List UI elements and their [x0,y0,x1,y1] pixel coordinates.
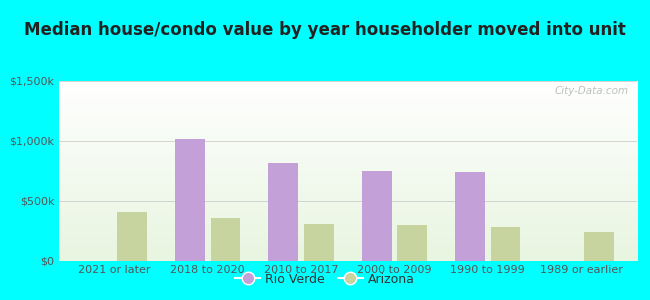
Text: City-Data.com: City-Data.com [554,86,629,96]
Bar [362,171,391,261]
Bar [175,139,205,261]
Bar [304,224,333,261]
Legend: Rio Verde, Arizona: Rio Verde, Arizona [231,268,419,291]
Bar [211,218,240,261]
Bar [268,163,298,261]
Bar [491,227,521,261]
Bar [117,212,147,261]
Bar [397,225,427,261]
Bar [455,172,485,261]
Bar [584,232,614,261]
Text: Median house/condo value by year householder moved into unit: Median house/condo value by year househo… [24,21,626,39]
